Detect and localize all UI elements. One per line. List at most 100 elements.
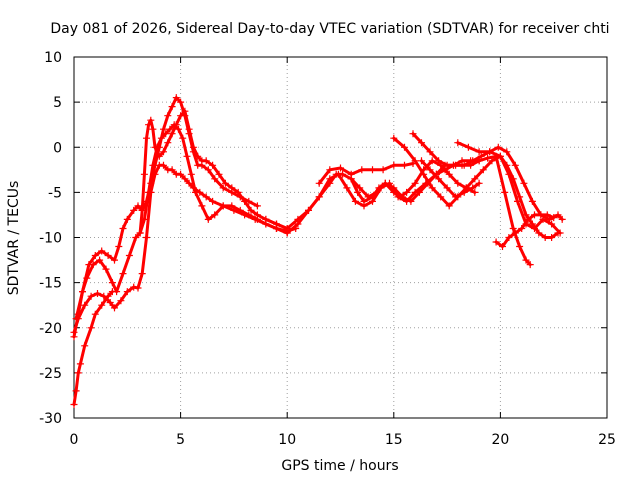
data-point: [401, 143, 408, 151]
data-point: [501, 188, 509, 196]
data-point: [119, 270, 127, 278]
data-point: [194, 152, 202, 160]
data-point: [138, 270, 146, 278]
data-point: [326, 175, 334, 183]
data-point: [435, 157, 443, 165]
data-point: [211, 211, 219, 219]
data-point: [469, 157, 477, 165]
x-axis-label: GPS time / hours: [281, 458, 398, 474]
x-tick-label: 10: [278, 432, 296, 448]
data-point: [351, 197, 359, 205]
data-point: [381, 179, 389, 187]
data-point: [125, 252, 133, 259]
data-point: [428, 157, 436, 165]
data-point: [140, 170, 148, 178]
data-point: [428, 184, 436, 192]
data-point: [443, 184, 451, 192]
data-point: [149, 125, 157, 133]
series-line: [72, 290, 114, 406]
data-point: [183, 152, 191, 160]
data-point: [475, 148, 483, 156]
data-point: [531, 211, 538, 219]
data-point: [91, 310, 99, 318]
data-point: [511, 229, 519, 237]
data-point: [202, 157, 210, 165]
data-point: [334, 170, 342, 178]
data-point: [484, 154, 492, 162]
data-point: [443, 161, 451, 169]
data-point: [505, 170, 513, 178]
series-arc-9: [347, 152, 534, 269]
data-point: [418, 139, 425, 147]
data-point: [134, 284, 142, 292]
data-point: [358, 166, 366, 174]
data-point: [535, 229, 543, 237]
data-point: [115, 243, 123, 250]
data-point: [228, 202, 236, 210]
data-point: [273, 225, 280, 232]
data-point: [445, 202, 453, 210]
data-point: [315, 193, 323, 201]
data-point: [245, 211, 253, 219]
series-arc-11: [418, 157, 483, 201]
data-point: [541, 234, 549, 241]
data-point: [179, 134, 187, 142]
data-point: [337, 164, 344, 172]
data-point: [187, 170, 195, 178]
data-point: [454, 179, 462, 187]
data-point: [192, 188, 199, 196]
y-axis-label: SDTVAR / TECUs: [6, 181, 22, 296]
y-tick-label: 0: [53, 140, 62, 156]
series-arc-8: [315, 160, 417, 187]
data-point: [130, 283, 138, 291]
data-point: [531, 225, 538, 232]
data-point: [390, 134, 398, 142]
data-point: [204, 166, 212, 174]
data-point: [469, 184, 477, 192]
data-point: [475, 179, 483, 187]
data-point: [505, 234, 513, 241]
data-point: [426, 148, 434, 156]
data-point: [360, 202, 368, 210]
data-point: [113, 288, 121, 296]
x-tick-label: 0: [70, 432, 79, 448]
data-point: [168, 103, 176, 111]
data-point: [132, 234, 140, 241]
series-arc-13: [454, 139, 564, 237]
data-point: [136, 229, 144, 237]
series-arc-14: [492, 211, 558, 250]
data-point: [486, 148, 494, 156]
data-point: [221, 179, 229, 187]
data-point: [503, 148, 511, 156]
data-point: [411, 157, 419, 165]
data-point: [98, 247, 106, 255]
data-point: [516, 243, 524, 250]
data-point: [164, 112, 172, 120]
data-point: [98, 301, 106, 309]
data-point: [111, 304, 118, 312]
chart-title: Day 081 of 2026, Sidereal Day-to-day VTE…: [50, 21, 609, 37]
data-point: [147, 116, 155, 124]
data-point: [409, 130, 417, 138]
data-point: [283, 229, 291, 237]
data-point: [123, 215, 131, 223]
data-point: [145, 121, 153, 129]
data-point: [509, 225, 517, 232]
data-point: [418, 157, 425, 165]
data-point: [471, 188, 479, 196]
data-point: [356, 184, 364, 192]
data-point: [520, 179, 528, 187]
data-point: [108, 279, 116, 287]
data-point: [111, 256, 118, 264]
data-point: [160, 161, 167, 169]
data-point: [420, 170, 428, 178]
data-point: [151, 161, 159, 169]
grid-lines: [74, 57, 607, 418]
data-point: [123, 288, 131, 296]
data-point: [524, 215, 532, 223]
data-point: [305, 206, 312, 214]
data-point: [511, 161, 519, 169]
x-tick-label: 15: [385, 432, 403, 448]
data-point: [177, 112, 185, 120]
